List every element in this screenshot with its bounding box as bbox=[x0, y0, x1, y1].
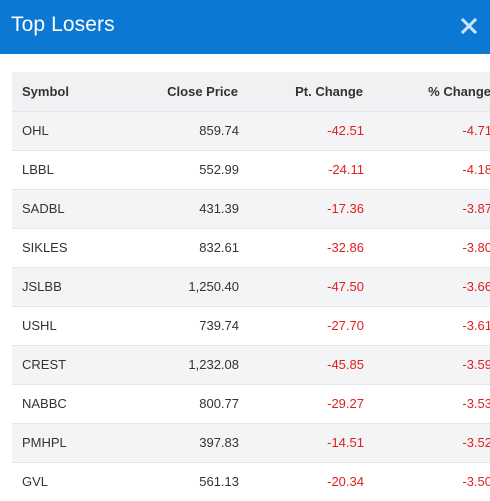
pct-change-cell: -3.80 bbox=[364, 228, 490, 268]
table-row[interactable]: OHL 859.74 -42.51 -4.71 bbox=[12, 111, 490, 151]
close-price-cell: 561.13 bbox=[199, 474, 239, 490]
symbol-cell[interactable]: OHL bbox=[12, 111, 130, 151]
column-header-pct-change[interactable]: % Change bbox=[364, 72, 490, 112]
close-price-cell: 739.74 bbox=[130, 306, 240, 346]
pt-change-cell: -42.51 bbox=[240, 111, 364, 151]
pct-change-cell: -3.61 bbox=[364, 306, 490, 346]
table-row[interactable]: NABBC 800.77 -29.27 -3.53 bbox=[12, 384, 490, 424]
symbol-cell[interactable]: SIKLES bbox=[12, 228, 130, 268]
pct-change-cell: -4.18 bbox=[364, 150, 490, 190]
symbol-cell[interactable]: LBBL bbox=[12, 150, 130, 190]
pt-change-cell: -32.86 bbox=[240, 228, 364, 268]
symbol-cell[interactable]: PMHPL bbox=[12, 423, 130, 463]
column-header-pt-change[interactable]: Pt. Change bbox=[240, 72, 364, 112]
table-row[interactable]: SADBL 431.39 -17.36 -3.87 bbox=[12, 189, 490, 229]
table-row[interactable]: GVL 561.13 -20.34 -3.50 bbox=[12, 462, 490, 501]
losers-table: Symbol Close Price Pt. Change % Change O… bbox=[12, 72, 490, 501]
pct-change-cell: -3.52 bbox=[364, 423, 490, 463]
close-price-cell: 800.77 bbox=[130, 384, 240, 424]
pt-change-cell: -27.70 bbox=[240, 306, 364, 346]
pct-change-cell: -3.53 bbox=[364, 384, 490, 424]
pt-change-cell: -17.36 bbox=[240, 189, 364, 229]
close-price-cell: 552.99 bbox=[130, 150, 240, 190]
modal-title: Top Losers bbox=[11, 13, 115, 36]
table-row[interactable]: LBBL 552.99 -24.11 -4.18 bbox=[12, 150, 490, 190]
close-price-cell: 859.74 bbox=[130, 111, 240, 151]
close-price-cell: 397.83 bbox=[130, 423, 240, 463]
close-price-cell: 832.61 bbox=[130, 228, 240, 268]
pct-change-cell: -4.71 bbox=[364, 111, 490, 151]
pt-change-cell: -45.85 bbox=[240, 345, 364, 385]
column-header-close-price[interactable]: Close Price bbox=[130, 72, 240, 112]
symbol-cell[interactable]: USHL bbox=[12, 306, 130, 346]
table-row[interactable]: SIKLES 832.61 -32.86 -3.80 bbox=[12, 228, 490, 268]
table-row[interactable]: PMHPL 397.83 -14.51 -3.52 bbox=[12, 423, 490, 463]
symbol-cell[interactable]: NABBC bbox=[12, 384, 130, 424]
table-row[interactable]: USHL 739.74 -27.70 -3.61 bbox=[12, 306, 490, 346]
pct-change-cell: -3.59 bbox=[364, 345, 490, 385]
pct-change-cell: -3.66 bbox=[364, 267, 490, 307]
table-header-row: Symbol Close Price Pt. Change % Change bbox=[12, 72, 490, 112]
symbol-cell[interactable]: SADBL bbox=[12, 189, 130, 229]
pct-change-cell: -3.50 bbox=[462, 474, 490, 490]
symbol-cell[interactable]: GVL bbox=[22, 474, 49, 490]
modal-header: Top Losers bbox=[0, 0, 490, 54]
pt-change-cell: -20.34 bbox=[327, 474, 364, 490]
symbol-cell[interactable]: JSLBB bbox=[12, 267, 130, 307]
table-row[interactable]: CREST 1,232.08 -45.85 -3.59 bbox=[12, 345, 490, 385]
close-price-cell: 1,232.08 bbox=[130, 345, 240, 385]
symbol-cell[interactable]: CREST bbox=[12, 345, 130, 385]
pct-change-cell: -3.87 bbox=[364, 189, 490, 229]
close-icon-glyph bbox=[460, 17, 478, 35]
close-icon[interactable] bbox=[458, 15, 480, 37]
close-price-cell: 1,250.40 bbox=[130, 267, 240, 307]
table-row[interactable]: JSLBB 1,250.40 -47.50 -3.66 bbox=[12, 267, 490, 307]
table-body: OHL 859.74 -42.51 -4.71 LBBL 552.99 -24.… bbox=[12, 111, 490, 501]
losers-table-container: Symbol Close Price Pt. Change % Change O… bbox=[12, 72, 490, 501]
pt-change-cell: -24.11 bbox=[240, 150, 364, 190]
pt-change-cell: -47.50 bbox=[240, 267, 364, 307]
pt-change-cell: -29.27 bbox=[240, 384, 364, 424]
pt-change-cell: -14.51 bbox=[240, 423, 364, 463]
close-price-cell: 431.39 bbox=[130, 189, 240, 229]
column-header-symbol[interactable]: Symbol bbox=[12, 72, 130, 112]
